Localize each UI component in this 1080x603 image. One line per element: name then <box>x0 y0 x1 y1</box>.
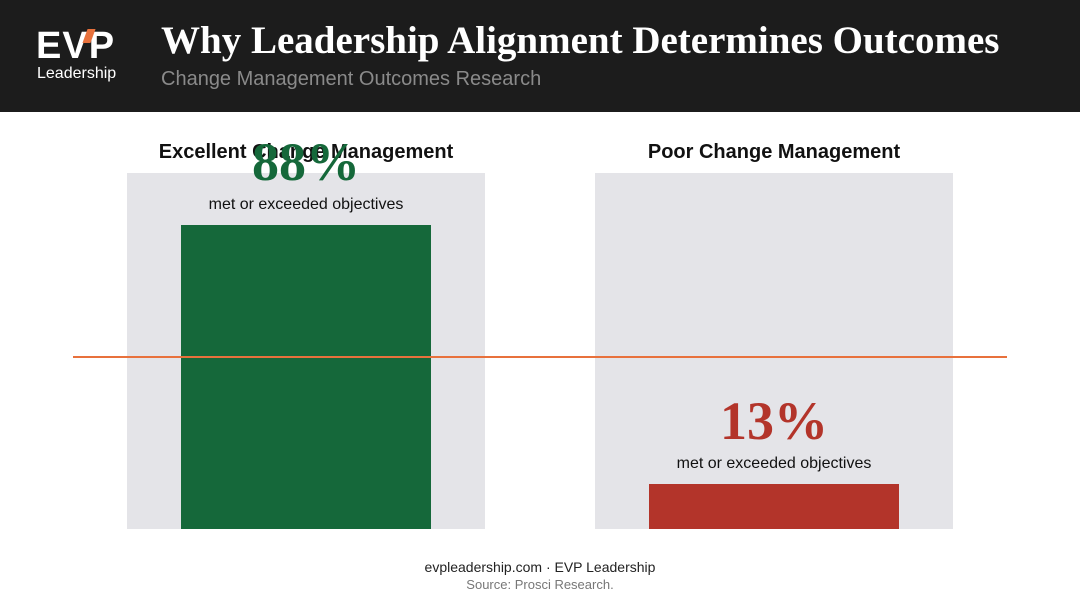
bar-panel-poor: 13% met or exceeded objectives <box>595 173 953 529</box>
page-title: Why Leadership Alignment Determines Outc… <box>161 19 1000 62</box>
category-label-excellent: Excellent Change Management <box>158 141 454 163</box>
header-bar: EVP Leadership Why Leadership Alignment … <box>0 0 1080 112</box>
page-subtitle: Change Management Outcomes Research <box>161 68 542 90</box>
value-label-excellent: 88% <box>252 132 360 192</box>
logo-subtext: Leadership <box>37 65 117 82</box>
bar-excellent <box>181 225 431 529</box>
footer-source: Source: Prosci Research. <box>466 577 614 592</box>
bar-panel-excellent: 88% met or exceeded objectives <box>127 133 485 529</box>
reference-line <box>73 356 1007 358</box>
value-caption-excellent: met or exceeded objectives <box>208 196 404 213</box>
evp-logo: EVP Leadership <box>36 26 136 86</box>
value-caption-poor: met or exceeded objectives <box>676 455 872 472</box>
logo-wordmark: EVP <box>36 25 116 67</box>
footer-site: evpleadership.com · EVP Leadership <box>424 559 656 575</box>
category-label-poor: Poor Change Management <box>647 141 901 163</box>
value-label-poor: 13% <box>720 391 828 451</box>
bar-poor <box>649 484 899 529</box>
